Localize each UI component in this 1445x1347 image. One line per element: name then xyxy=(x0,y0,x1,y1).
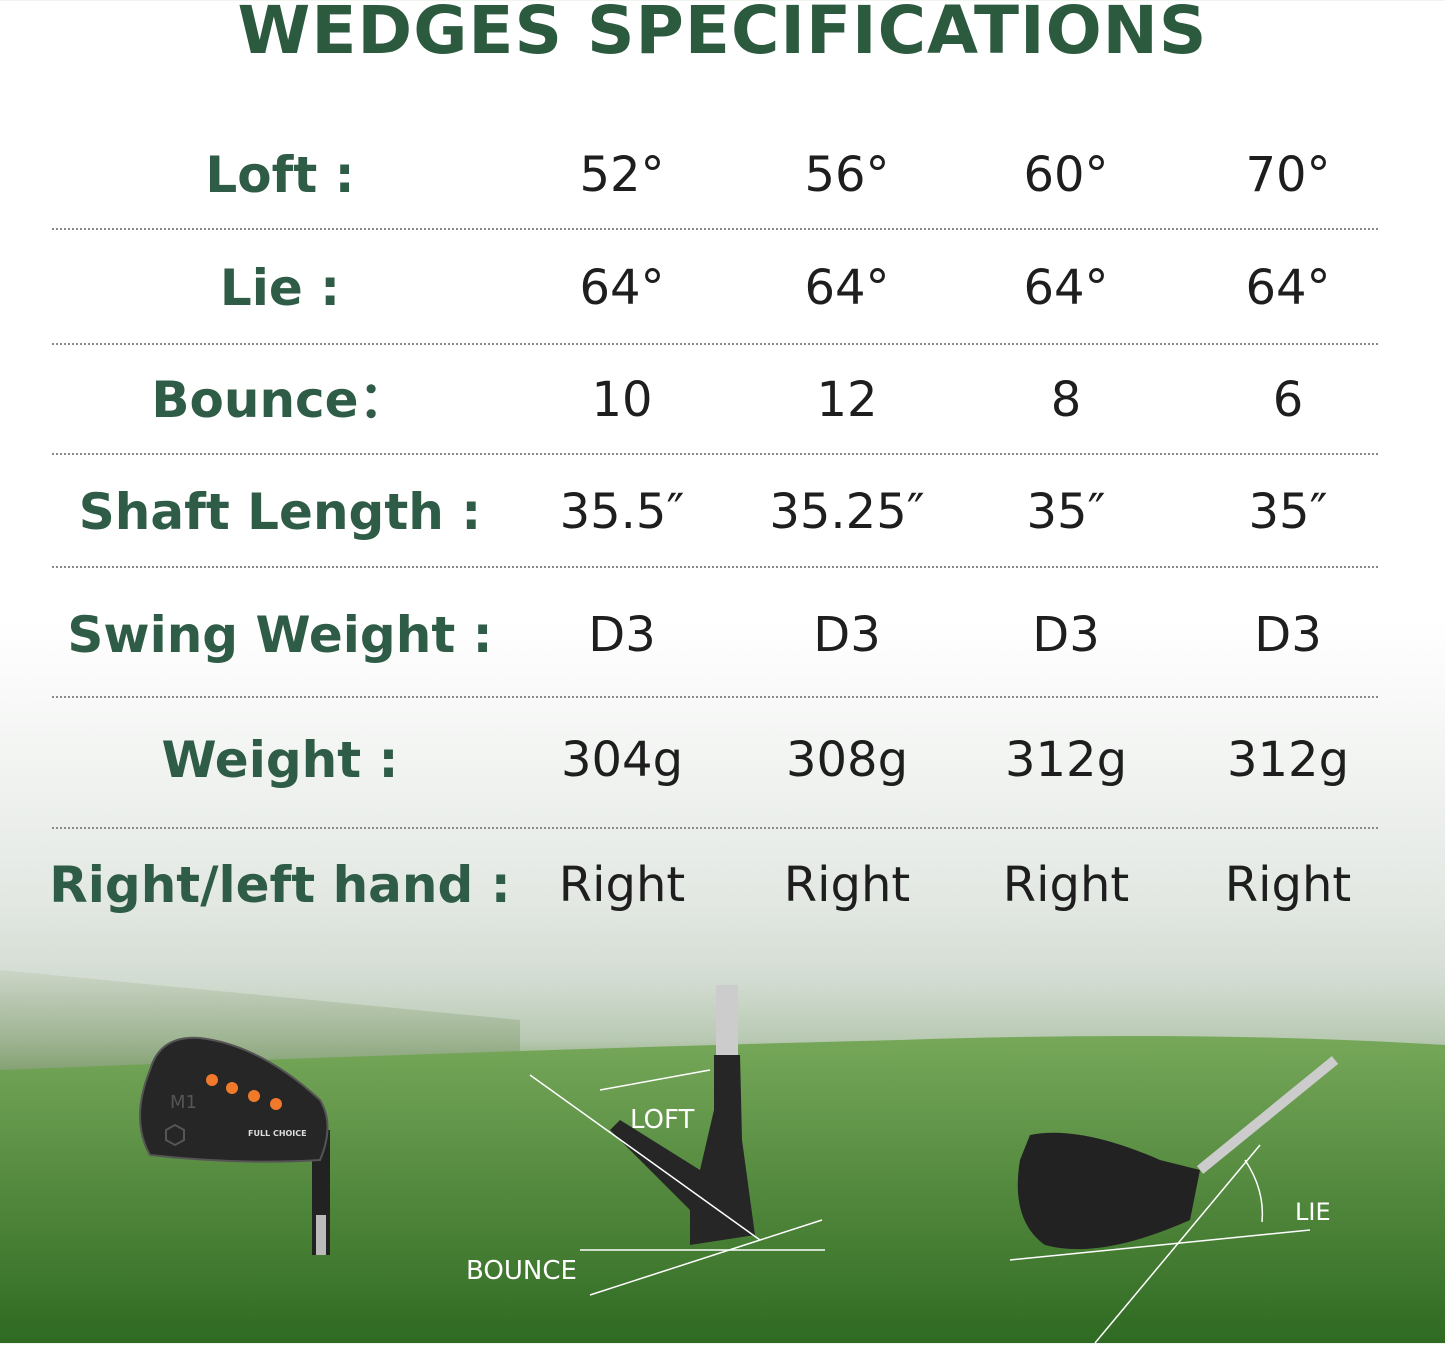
spec-row: Bounce： 10 12 8 6 xyxy=(0,360,1445,440)
club-diagrams: M1 FULL CHOICE xyxy=(139,985,1339,1344)
spec-value: Right xyxy=(1002,857,1130,913)
loft-label: LOFT xyxy=(630,1105,695,1135)
spec-row: Right/left hand : Right Right Right Right xyxy=(0,845,1445,925)
brand-mark: FULL CHOICE xyxy=(248,1129,307,1138)
spec-value: 12 xyxy=(816,372,878,428)
wedge-illustrations: M1 FULL CHOICE LOFT BOUNCE LIE xyxy=(0,960,1445,1344)
spec-value: 6 xyxy=(1272,372,1304,428)
row-divider xyxy=(52,228,1378,230)
spec-value: Right xyxy=(783,857,911,913)
spec-label: Shaft Length : xyxy=(78,483,482,541)
row-divider xyxy=(52,343,1378,345)
spec-label: Lie : xyxy=(219,259,341,317)
spec-value: 304g xyxy=(560,732,684,788)
spec-value: D3 xyxy=(1254,607,1322,663)
spec-value: 56° xyxy=(804,147,890,203)
spec-value: 8 xyxy=(1050,372,1082,428)
spec-value: 64° xyxy=(804,260,890,316)
spec-label: Loft : xyxy=(205,146,355,204)
spec-row: Shaft Length : 35.5″ 35.25″ 35″ 35″ xyxy=(0,472,1445,552)
spec-value: Right xyxy=(558,857,686,913)
spec-value: Right xyxy=(1224,857,1352,913)
spec-label: Right/left hand : xyxy=(49,856,511,914)
wedge-head-back xyxy=(1009,1056,1339,1344)
spec-label: Swing Weight : xyxy=(67,606,493,664)
spec-value: D3 xyxy=(1032,607,1100,663)
spec-value: 70° xyxy=(1245,147,1331,203)
lie-label: LIE xyxy=(1295,1198,1331,1226)
page-title: WEDGES SPECIFICATIONS xyxy=(237,0,1208,69)
row-divider xyxy=(52,453,1378,455)
row-divider xyxy=(52,566,1378,568)
spec-value: D3 xyxy=(588,607,656,663)
spec-value: 35.5″ xyxy=(559,484,685,540)
wedge-side-view xyxy=(529,985,825,1296)
wedge-head-front xyxy=(139,1036,330,1255)
row-divider xyxy=(52,827,1378,829)
spec-row: Weight : 304g 308g 312g 312g xyxy=(0,720,1445,800)
spec-value: D3 xyxy=(813,607,881,663)
spec-value: 308g xyxy=(785,732,909,788)
spec-value: 312g xyxy=(1226,732,1350,788)
spec-value: 64° xyxy=(1245,260,1331,316)
spec-row: Loft : 52° 56° 60° 70° xyxy=(0,135,1445,215)
spec-value: 312g xyxy=(1004,732,1128,788)
spec-row: Lie : 64° 64° 64° 64° xyxy=(0,248,1445,328)
spec-value: 35.25″ xyxy=(769,484,925,540)
spec-label: Bounce： xyxy=(151,371,409,429)
spec-value: 10 xyxy=(591,372,653,428)
model-mark: M1 xyxy=(170,1092,197,1113)
spec-label: Weight : xyxy=(161,731,399,789)
spec-row: Swing Weight : D3 D3 D3 D3 xyxy=(0,595,1445,675)
spec-value: 35″ xyxy=(1248,484,1328,540)
bounce-label: BOUNCE xyxy=(466,1256,577,1286)
spec-value: 35″ xyxy=(1026,484,1106,540)
spec-value: 60° xyxy=(1023,147,1109,203)
row-divider xyxy=(52,696,1378,698)
spec-value: 64° xyxy=(579,260,665,316)
spec-value: 52° xyxy=(579,147,665,203)
spec-value: 64° xyxy=(1023,260,1109,316)
